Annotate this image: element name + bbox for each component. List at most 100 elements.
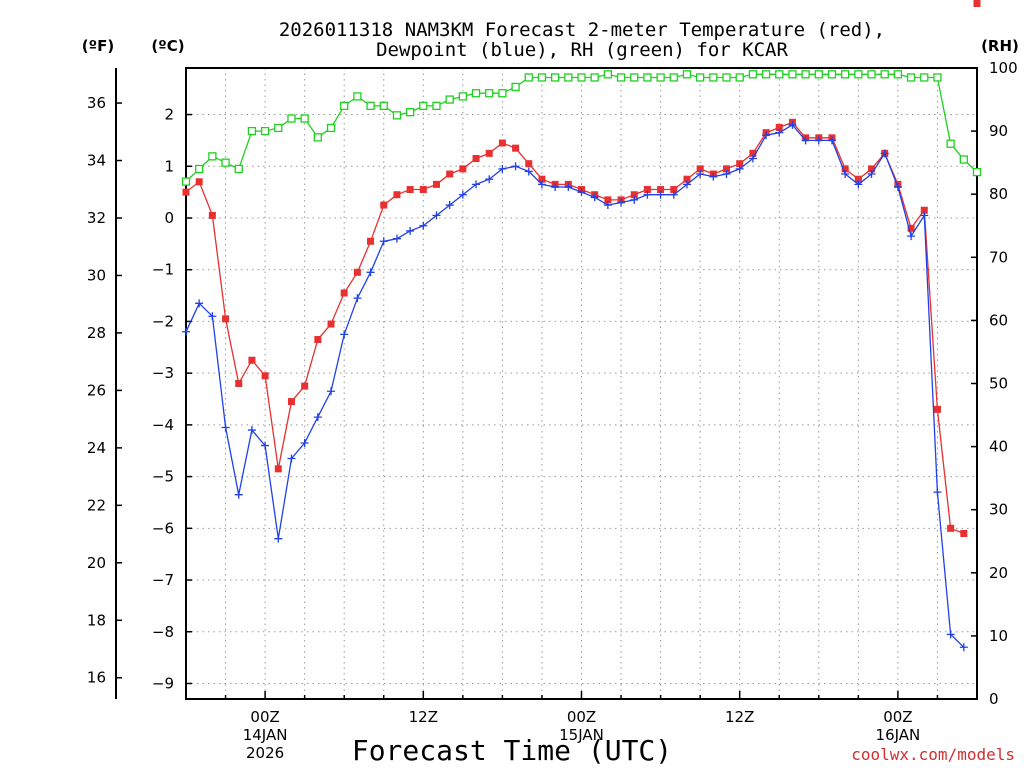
rh-data-point xyxy=(392,111,402,120)
temperature-data-point xyxy=(367,237,375,245)
temperature-data-point xyxy=(723,165,731,173)
dewpoint-data-point xyxy=(735,164,744,173)
fahrenheit-tick-label: 28 xyxy=(87,324,106,342)
rh-data-point xyxy=(906,73,916,82)
rh-data-point xyxy=(274,123,283,133)
rh-data-point xyxy=(696,73,705,82)
temperature-data-point xyxy=(314,336,322,344)
temperature-data-point xyxy=(525,160,533,168)
rh-data-point xyxy=(208,152,217,161)
fahrenheit-tick-label: 30 xyxy=(87,266,106,284)
dewpoint-data-point xyxy=(537,180,546,189)
rh-data-point xyxy=(656,73,665,82)
rh-data-point xyxy=(340,101,349,111)
temperature-data-point xyxy=(195,178,203,186)
celsius-tick-label: −2 xyxy=(152,312,174,330)
dewpoint-data-point xyxy=(814,136,823,145)
rh-data-point xyxy=(379,101,388,111)
rh-tick-label: 90 xyxy=(989,122,1008,140)
dewpoint-data-point xyxy=(182,327,190,336)
fahrenheit-tick-label: 24 xyxy=(87,439,106,457)
dewpoint-data-point xyxy=(247,426,256,435)
rh-tick-label: 0 xyxy=(989,690,999,708)
rh-data-point xyxy=(405,108,415,117)
rh-unit-label: (RH) xyxy=(981,37,1019,55)
fahrenheit-tick-label: 16 xyxy=(87,669,106,687)
fahrenheit-tick-label: 20 xyxy=(87,554,106,572)
celsius-tick-label: 2 xyxy=(164,106,174,124)
dewpoint-data-point xyxy=(669,190,678,199)
celsius-tick-label: −4 xyxy=(152,416,174,434)
rh-data-point xyxy=(682,70,692,79)
dewpoint-data-point xyxy=(498,164,507,173)
x-tick-label: 12Z xyxy=(725,708,754,726)
dewpoint-data-point xyxy=(511,162,520,171)
temperature-data-point xyxy=(248,356,256,364)
celsius-tick-label: −6 xyxy=(152,519,174,537)
rh-data-point xyxy=(643,73,652,82)
dewpoint-data-point xyxy=(801,136,810,145)
temperature-data-point xyxy=(920,206,928,214)
dewpoint-data-point xyxy=(419,221,428,230)
rh-data-point xyxy=(788,70,797,79)
x-tick-label: 00Z xyxy=(883,708,912,726)
temperature-data-point xyxy=(340,289,348,297)
dewpoint-data-point xyxy=(327,387,336,396)
dewpoint-data-point xyxy=(959,643,968,652)
chart-title-line-1: 2026011318 NAM3KM Forecast 2-meter Tempe… xyxy=(279,19,885,41)
celsius-tick-label: −8 xyxy=(152,623,174,641)
dewpoint-data-point xyxy=(208,312,217,321)
dewpoint-data-point xyxy=(827,136,836,145)
x-axis-label: Forecast Time (UTC) xyxy=(352,734,672,767)
rh-data-point xyxy=(959,155,968,164)
temperature-data-point xyxy=(538,175,546,183)
rh-data-point xyxy=(841,70,850,79)
dewpoint-data-point xyxy=(313,413,322,422)
rh-data-point xyxy=(946,139,955,148)
temperature-data-point xyxy=(670,186,678,194)
dewpoint-data-point xyxy=(748,154,757,163)
rh-data-point xyxy=(485,89,494,98)
rh-data-point xyxy=(221,158,230,167)
rh-data-point xyxy=(432,101,441,111)
rh-data-point xyxy=(867,70,876,79)
dewpoint-data-point xyxy=(841,170,850,179)
x-tick-label: 14JAN xyxy=(243,726,288,744)
dewpoint-data-point xyxy=(893,182,902,191)
fahrenheit-tick-label: 18 xyxy=(87,611,106,629)
rh-data-point xyxy=(920,73,929,82)
rh-data-point xyxy=(801,70,810,79)
celsius-tick-label: −5 xyxy=(152,468,174,486)
dewpoint-data-point xyxy=(933,488,942,497)
celsius-tick-label: −1 xyxy=(152,261,174,279)
dewpoint-data-point xyxy=(551,182,560,191)
temperature-data-point xyxy=(261,372,269,380)
temperature-data-point xyxy=(736,160,744,168)
celsius-tick-label: −3 xyxy=(152,364,174,382)
fahrenheit-tick-label: 22 xyxy=(87,496,106,514)
dewpoint-data-point xyxy=(907,232,916,241)
rh-data-point xyxy=(880,70,889,79)
dewpoint-data-point xyxy=(261,441,270,450)
fahrenheit-tick-label: 36 xyxy=(87,94,106,112)
temperature-data-point xyxy=(907,224,915,232)
temperature-data-point xyxy=(643,186,651,194)
temperature-data-point xyxy=(301,382,309,390)
source-credit: coolwx.com/models xyxy=(851,745,1015,764)
temperature-data-point xyxy=(657,186,665,194)
rh-data-point xyxy=(260,126,270,136)
x-tick-label: 12Z xyxy=(409,708,438,726)
dewpoint-data-point xyxy=(234,490,243,499)
dewpoint-data-point xyxy=(880,149,889,158)
dewpoint-data-point xyxy=(854,180,863,189)
dewpoint-data-point xyxy=(221,423,230,432)
rh-tick-label: 60 xyxy=(989,311,1008,329)
temperature-data-point xyxy=(472,155,480,163)
temperature-series-line xyxy=(185,121,965,535)
dewpoint-data-point xyxy=(643,190,652,199)
rh-data-point xyxy=(247,126,257,136)
rh-data-point xyxy=(181,177,191,186)
dewpoint-data-point xyxy=(867,170,876,179)
celsius-unit-label: (ºC) xyxy=(151,37,184,55)
